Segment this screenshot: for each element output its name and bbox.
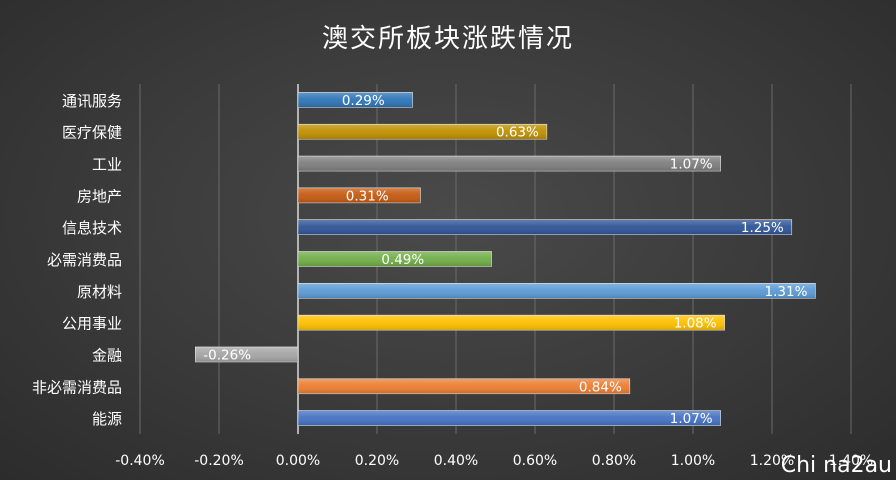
bar-shine-4 bbox=[298, 219, 792, 235]
data-label-6: 1.31% bbox=[765, 284, 808, 300]
bar-shine-9 bbox=[298, 378, 630, 394]
data-label-10: 1.07% bbox=[670, 411, 713, 427]
data-label-8: -0.26% bbox=[203, 347, 251, 363]
bar-shine-5 bbox=[298, 251, 492, 267]
x-tick-label-3: 0.20% bbox=[355, 453, 399, 469]
bar-shine-8 bbox=[195, 346, 298, 362]
x-tick-label-0: -0.40% bbox=[115, 453, 165, 469]
data-label-5: 0.49% bbox=[381, 252, 424, 268]
category-label-10: 能源 bbox=[92, 410, 122, 428]
data-label-3: 0.31% bbox=[346, 188, 389, 204]
bar-shine-1 bbox=[298, 124, 547, 140]
category-label-9: 非必需消费品 bbox=[32, 378, 122, 396]
x-tick-label-8: 1.20% bbox=[750, 453, 794, 469]
watermark: Chi na2au bbox=[780, 453, 892, 478]
bar-shine-10 bbox=[298, 410, 721, 426]
bar-shine-7 bbox=[298, 315, 725, 331]
x-tick-label-2: 0.00% bbox=[276, 453, 320, 469]
bar-shine-6 bbox=[298, 283, 816, 299]
data-label-1: 0.63% bbox=[496, 125, 539, 141]
data-label-7: 1.08% bbox=[674, 316, 717, 332]
category-label-4: 信息技术 bbox=[62, 219, 122, 237]
x-tick-label-9: 1.40% bbox=[829, 453, 873, 469]
x-tick-label-5: 0.60% bbox=[513, 453, 557, 469]
data-label-4: 1.25% bbox=[741, 220, 784, 236]
data-label-2: 1.07% bbox=[670, 157, 713, 173]
x-tick-label-4: 0.40% bbox=[434, 453, 478, 469]
x-tick-label-6: 0.80% bbox=[592, 453, 636, 469]
x-tick-label-7: 1.00% bbox=[671, 453, 715, 469]
category-label-7: 公用事业 bbox=[62, 315, 122, 333]
category-label-2: 工业 bbox=[92, 156, 122, 174]
category-label-0: 通讯服务 bbox=[62, 92, 122, 110]
category-label-6: 原材料 bbox=[77, 283, 122, 301]
category-label-3: 房地产 bbox=[77, 187, 122, 205]
x-tick-labels: -0.40% -0.20% 0.00% 0.20% 0.40% 0.60% 0.80% 1.0… bbox=[115, 453, 873, 469]
category-label-8: 金融 bbox=[92, 346, 122, 364]
bar-shine-0 bbox=[298, 92, 413, 108]
bars bbox=[195, 92, 816, 426]
data-label-0: 0.29% bbox=[342, 93, 385, 109]
data-label-9: 0.84% bbox=[579, 379, 622, 395]
category-label-5: 必需消费品 bbox=[47, 251, 122, 269]
bar-shine-3 bbox=[298, 187, 421, 203]
bar-shine-2 bbox=[298, 156, 721, 172]
category-label-1: 医疗保健 bbox=[62, 124, 122, 142]
data-labels: 0.29% 0.63% 1.07% 0.31% 1.25% 0.49% 1.31% 1.08%… bbox=[203, 93, 807, 427]
x-tick-label-1: -0.20% bbox=[194, 453, 244, 469]
chart-title: 澳交所板块涨跌情况 bbox=[321, 24, 574, 54]
